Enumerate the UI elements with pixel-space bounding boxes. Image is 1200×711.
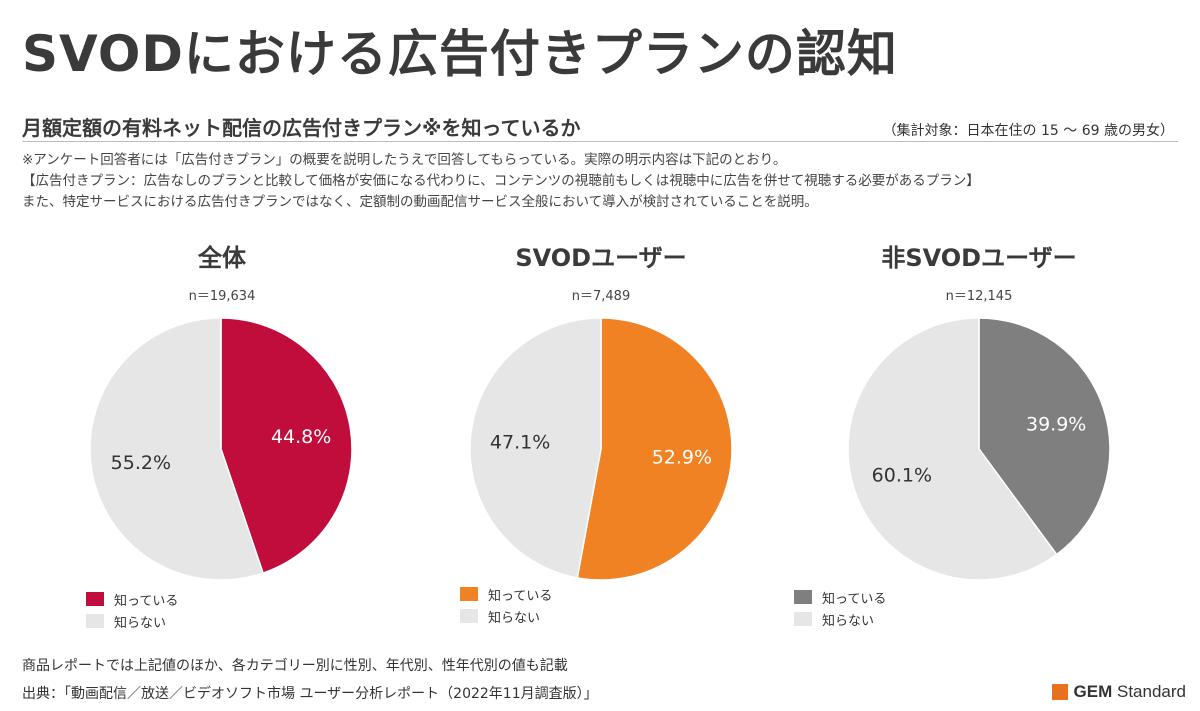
legend-label: 知らない (114, 615, 167, 631)
pie-chart-svod: 52.9% 47.1% (469, 317, 733, 581)
legend-label: 知らない (488, 610, 541, 626)
pie-label-known: 44.8% (271, 426, 331, 448)
pie-slice-unknown (847, 317, 1058, 581)
pie-slice-unknown (89, 317, 264, 581)
footer-source: 出典：「動画配信／放送／ビデオソフト市場 ユーザー分析レポート（2022年11月… (22, 686, 598, 702)
pie-slice-known (576, 317, 733, 581)
legend-item-known: 知っている (86, 588, 178, 610)
pie-label-unknown: 47.1% (490, 432, 550, 454)
pie-label-unknown: 55.2% (111, 452, 171, 474)
legend-item-unknown: 知らない (794, 608, 886, 630)
legend-swatch (86, 614, 104, 628)
note-line: 【広告付きプラン：広告なしのプランと比較して価格が安価になる代わりに、コンテンツ… (22, 173, 980, 189)
pie-slice-known (220, 317, 353, 575)
legend-item-unknown: 知らない (460, 605, 552, 627)
legend-non-svod: 知っている 知らない (794, 586, 886, 630)
page-title: SVODにおける広告付きプランの認知 (22, 25, 898, 83)
pie-title-non-svod: 非SVODユーザー (881, 244, 1077, 272)
legend-label: 知っている (822, 591, 887, 607)
footer-note: 商品レポートでは上記値のほか、各カテゴリー別に性別、年代別、性年代別の値も記載 (22, 658, 568, 674)
pie-label-known: 39.9% (1026, 414, 1086, 436)
divider (22, 141, 1178, 142)
target-note: （集計対象：日本在住の 15 ～ 69 歳の男女） (882, 123, 1174, 139)
legend-swatch (86, 592, 104, 606)
pie-label-unknown: 60.1% (872, 464, 932, 486)
pie-chart-non-svod: 39.9% 60.1% (847, 317, 1111, 581)
logo-mark-icon (1051, 684, 1068, 700)
pie-title-svod: SVODユーザー (515, 244, 687, 272)
legend-swatch (460, 609, 478, 623)
logo-text-bold: GEM (1073, 682, 1113, 701)
legend-label: 知っている (114, 593, 179, 609)
note-line: また、特定サービスにおける広告付きプランではなく、定額制の動画配信サービス全般に… (22, 194, 818, 210)
legend-swatch (794, 590, 812, 604)
legend-swatch (460, 587, 478, 601)
pie-n-total: n＝19,634 (188, 289, 256, 304)
pie-slice-known (978, 317, 1111, 556)
note-line: ※アンケート回答者には「広告付きプラン」の概要を説明したうえで回答してもらってい… (22, 152, 787, 168)
pie-label-known: 52.9% (652, 446, 712, 468)
notes: ※アンケート回答者には「広告付きプラン」の概要を説明したうえで回答してもらってい… (22, 150, 980, 213)
gem-standard-logo: GEM Standard (1051, 682, 1186, 702)
pie-slice-unknown (469, 317, 602, 579)
pie-chart-total: 44.8% 55.2% (89, 317, 353, 581)
logo-text-rest: Standard (1112, 682, 1186, 701)
pie-n-svod: n＝7,489 (571, 289, 631, 304)
chart-subtitle: 月額定額の有料ネット配信の広告付きプラン※を知っているか (22, 116, 581, 140)
legend-label: 知らない (822, 613, 875, 629)
legend-label: 知っている (488, 588, 553, 604)
legend-item-known: 知っている (460, 583, 552, 605)
legend-swatch (794, 612, 812, 626)
pie-n-non-svod: n＝12,145 (945, 289, 1013, 304)
legend-item-unknown: 知らない (86, 610, 178, 632)
legend-svod: 知っている 知らない (460, 583, 552, 627)
legend-total: 知っている 知らない (86, 588, 178, 632)
pie-title-total: 全体 (198, 244, 246, 272)
legend-item-known: 知っている (794, 586, 886, 608)
